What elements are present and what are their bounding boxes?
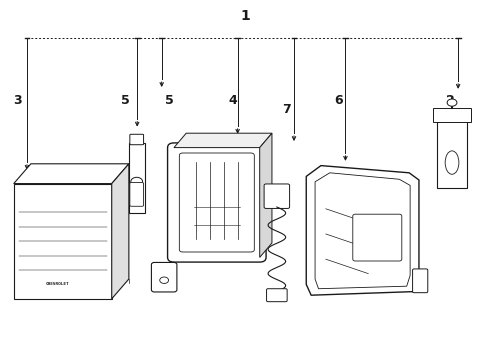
Polygon shape — [306, 166, 419, 295]
Text: 4: 4 — [228, 94, 237, 107]
Text: 6: 6 — [334, 94, 343, 107]
Polygon shape — [14, 164, 129, 184]
Polygon shape — [112, 164, 129, 299]
FancyBboxPatch shape — [130, 134, 144, 145]
Polygon shape — [14, 184, 112, 299]
Text: CHEVROLET: CHEVROLET — [46, 282, 70, 287]
Text: 7: 7 — [282, 103, 291, 116]
FancyBboxPatch shape — [130, 183, 144, 206]
Circle shape — [447, 99, 457, 106]
Text: 3: 3 — [13, 94, 22, 107]
Circle shape — [160, 277, 169, 283]
FancyBboxPatch shape — [151, 262, 177, 292]
Polygon shape — [174, 133, 272, 148]
Polygon shape — [315, 173, 410, 289]
Polygon shape — [433, 108, 471, 122]
FancyBboxPatch shape — [353, 214, 402, 261]
FancyBboxPatch shape — [179, 153, 254, 252]
Polygon shape — [260, 133, 272, 257]
FancyBboxPatch shape — [168, 143, 266, 262]
FancyBboxPatch shape — [129, 143, 145, 213]
Ellipse shape — [445, 151, 459, 174]
Text: 1: 1 — [240, 9, 250, 23]
Text: 5: 5 — [121, 94, 129, 107]
FancyBboxPatch shape — [267, 289, 287, 302]
Circle shape — [131, 177, 143, 186]
Text: 2: 2 — [446, 94, 455, 107]
Text: 5: 5 — [165, 94, 173, 107]
FancyBboxPatch shape — [413, 269, 428, 293]
FancyBboxPatch shape — [264, 184, 290, 208]
FancyBboxPatch shape — [437, 121, 467, 188]
